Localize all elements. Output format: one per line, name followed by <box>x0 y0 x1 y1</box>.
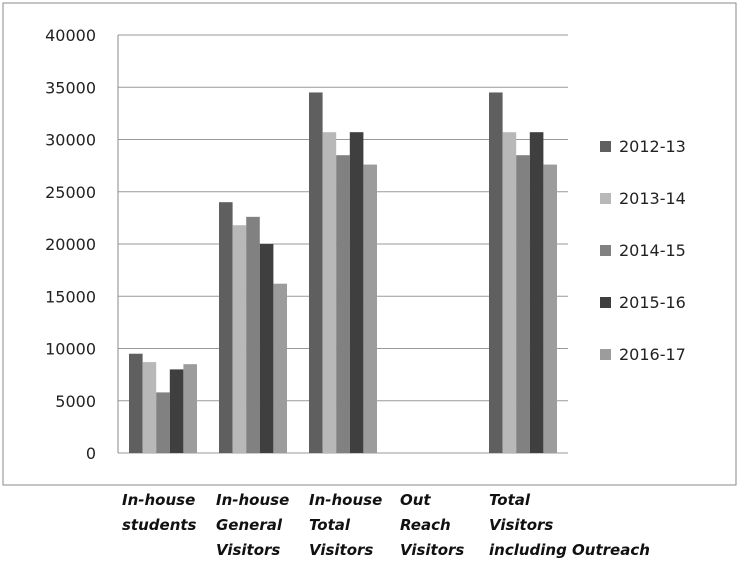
bar <box>156 392 170 453</box>
legend-swatch <box>600 297 611 308</box>
legend-label: 2016-17 <box>619 345 686 364</box>
x-tick-label: Visitors <box>489 516 553 534</box>
y-tick-label: 0 <box>86 444 96 463</box>
bar <box>516 155 530 453</box>
bar <box>349 132 364 453</box>
bar <box>336 155 350 453</box>
legend-swatch <box>600 141 611 152</box>
bar <box>363 164 377 453</box>
x-tick-label: including Outreach <box>489 541 650 559</box>
bar <box>543 164 557 453</box>
x-tick-label: Visitors <box>216 541 280 559</box>
x-tick-label: In-house <box>309 491 382 509</box>
bar <box>489 92 503 453</box>
x-tick-label: Visitors <box>400 541 464 559</box>
y-tick-label: 15000 <box>45 287 96 306</box>
bar <box>142 362 157 453</box>
x-tick-label: Total <box>309 516 351 534</box>
bar <box>322 132 337 453</box>
x-tick-label: In-house <box>122 491 195 509</box>
y-tick-label: 10000 <box>45 340 96 359</box>
y-tick-label: 35000 <box>45 78 96 97</box>
x-tick-label: Reach <box>400 516 451 534</box>
x-tick-label: General <box>216 516 283 534</box>
y-tick-label: 25000 <box>45 183 96 202</box>
legend-label: 2014-15 <box>619 241 686 260</box>
x-tick-label: Visitors <box>309 541 373 559</box>
y-tick-label: 40000 <box>45 26 96 45</box>
plot-area <box>129 92 557 453</box>
legend-swatch <box>600 349 611 360</box>
bar <box>169 369 184 453</box>
legend-label: 2012-13 <box>619 137 686 156</box>
bar <box>502 132 517 453</box>
x-tick-label: students <box>122 516 197 534</box>
x-tick-label: In-house <box>216 491 289 509</box>
x-tick-label: Out <box>400 491 431 509</box>
legend-label: 2013-14 <box>619 189 686 208</box>
y-axis: 0 5000 10000 15000 20000 25000 30000 35000 40000 <box>45 26 119 463</box>
y-tick-label: 20000 <box>45 235 96 254</box>
bar <box>259 244 274 453</box>
bar <box>129 353 143 453</box>
bar <box>273 283 287 453</box>
legend-swatch <box>600 245 611 256</box>
y-tick-label: 30000 <box>45 131 96 150</box>
bar <box>183 364 197 453</box>
y-tick-label: 5000 <box>55 392 96 411</box>
legend-label: 2015-16 <box>619 293 686 312</box>
bar <box>232 225 247 453</box>
bar <box>219 202 233 453</box>
x-axis: In-house students In-house General Visitors I… <box>122 491 650 559</box>
legend: 2012-13 2013-14 2014-15 2015-16 2016-17 <box>600 137 686 364</box>
bar <box>246 216 260 453</box>
x-tick-label: Total <box>489 491 531 509</box>
legend-swatch <box>600 193 611 204</box>
bar <box>309 92 323 453</box>
bar <box>529 132 544 453</box>
